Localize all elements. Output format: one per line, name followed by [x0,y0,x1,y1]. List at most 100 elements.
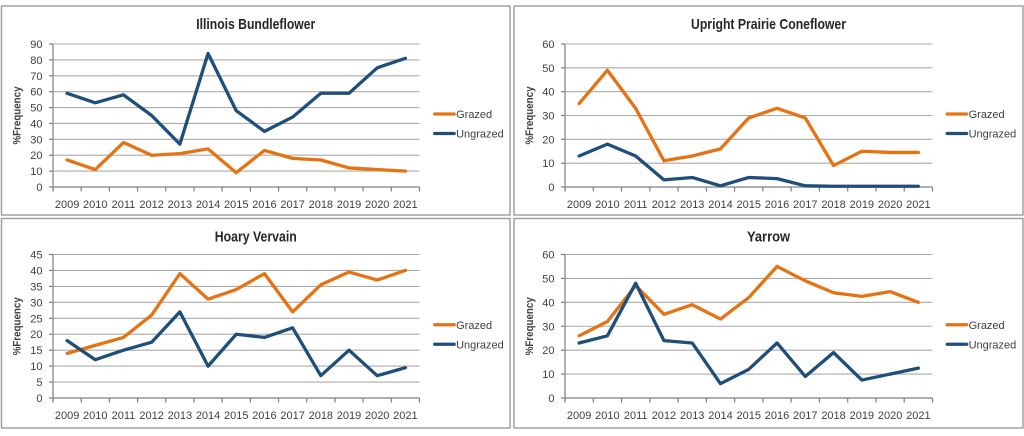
svg-text:2009: 2009 [567,199,591,211]
svg-text:2011: 2011 [112,410,136,422]
svg-text:2019: 2019 [337,199,361,211]
svg-text:10: 10 [542,158,554,170]
svg-text:2017: 2017 [793,199,817,211]
svg-text:2012: 2012 [652,410,676,422]
svg-text:10: 10 [30,166,42,178]
svg-text:2019: 2019 [850,410,874,422]
svg-text:2013: 2013 [168,199,192,211]
svg-text:2009: 2009 [567,410,591,422]
svg-text:Illinois Bundleflower: Illinois Bundleflower [196,16,315,33]
svg-text:2015: 2015 [737,199,761,211]
svg-text:2012: 2012 [652,199,676,211]
svg-text:2014: 2014 [196,199,220,211]
svg-text:Grazed: Grazed [456,320,492,332]
svg-text:Ungrazed: Ungrazed [456,129,504,141]
svg-text:40: 40 [542,87,554,99]
svg-text:30: 30 [30,297,42,309]
svg-text:2017: 2017 [793,410,817,422]
svg-text:2020: 2020 [365,199,389,211]
svg-text:50: 50 [30,103,42,115]
svg-text:2013: 2013 [680,199,704,211]
svg-text:Hoary Vervain: Hoary Vervain [215,229,297,246]
svg-text:2018: 2018 [309,410,333,422]
svg-text:2010: 2010 [83,410,107,422]
svg-text:2011: 2011 [112,199,136,211]
svg-text:2009: 2009 [55,410,79,422]
svg-text:2014: 2014 [708,410,732,422]
svg-text:80: 80 [30,55,42,67]
svg-text:2017: 2017 [280,199,304,211]
svg-text:Grazed: Grazed [456,109,492,121]
svg-text:2013: 2013 [680,410,704,422]
svg-text:2012: 2012 [139,410,163,422]
svg-text:Yarrow: Yarrow [747,229,790,246]
svg-text:30: 30 [542,111,554,123]
svg-text:10: 10 [542,369,554,381]
svg-text:2021: 2021 [393,410,417,422]
svg-text:2015: 2015 [737,410,761,422]
svg-text:30: 30 [30,134,42,146]
svg-text:2016: 2016 [252,199,276,211]
svg-text:40: 40 [30,265,42,277]
svg-text:%Frequency: %Frequency [524,86,536,145]
svg-text:20: 20 [542,134,554,146]
svg-text:2019: 2019 [850,199,874,211]
svg-text:50: 50 [542,273,554,285]
svg-text:60: 60 [542,39,554,51]
svg-text:2014: 2014 [196,410,220,422]
svg-text:90: 90 [30,39,42,51]
svg-text:2010: 2010 [595,410,619,422]
svg-text:2021: 2021 [906,199,930,211]
svg-text:2020: 2020 [365,410,389,422]
svg-text:30: 30 [542,321,554,333]
svg-text:2016: 2016 [765,410,789,422]
svg-text:%Frequency: %Frequency [524,296,536,355]
svg-text:2011: 2011 [624,199,648,211]
svg-text:70: 70 [30,71,42,83]
svg-text:%Frequency: %Frequency [12,86,24,145]
svg-text:5: 5 [36,377,42,389]
svg-text:0: 0 [36,393,42,405]
svg-text:40: 40 [542,297,554,309]
svg-text:60: 60 [542,250,554,262]
svg-text:2018: 2018 [821,199,845,211]
svg-text:20: 20 [30,329,42,341]
svg-text:2010: 2010 [83,199,107,211]
svg-text:2020: 2020 [878,199,902,211]
svg-text:20: 20 [542,345,554,357]
svg-text:45: 45 [30,250,42,262]
svg-text:2016: 2016 [765,199,789,211]
svg-text:2017: 2017 [280,410,304,422]
svg-text:2021: 2021 [906,410,930,422]
svg-text:2021: 2021 [393,199,417,211]
svg-text:10: 10 [30,361,42,373]
svg-text:2013: 2013 [168,410,192,422]
svg-text:60: 60 [30,87,42,99]
svg-text:Ungrazed: Ungrazed [969,129,1017,141]
svg-text:2014: 2014 [708,199,732,211]
svg-text:Grazed: Grazed [969,320,1005,332]
svg-text:2010: 2010 [595,199,619,211]
svg-text:Ungrazed: Ungrazed [456,339,504,351]
svg-text:2015: 2015 [224,199,248,211]
svg-text:0: 0 [548,182,554,194]
svg-text:2016: 2016 [252,410,276,422]
svg-text:%Frequency: %Frequency [12,296,24,355]
svg-text:20: 20 [30,150,42,162]
svg-text:35: 35 [30,281,42,293]
svg-text:2018: 2018 [821,410,845,422]
svg-text:2018: 2018 [309,199,333,211]
svg-text:50: 50 [542,63,554,75]
svg-text:Grazed: Grazed [969,109,1005,121]
svg-text:40: 40 [30,118,42,130]
svg-text:0: 0 [548,393,554,405]
svg-text:0: 0 [36,182,42,194]
svg-text:Upright Prairie Coneflower: Upright Prairie Coneflower [691,16,846,33]
svg-text:Ungrazed: Ungrazed [969,339,1017,351]
svg-text:15: 15 [30,345,42,357]
svg-text:2015: 2015 [224,410,248,422]
svg-text:2009: 2009 [55,199,79,211]
svg-text:2020: 2020 [878,410,902,422]
svg-text:25: 25 [30,313,42,325]
svg-text:2011: 2011 [624,410,648,422]
